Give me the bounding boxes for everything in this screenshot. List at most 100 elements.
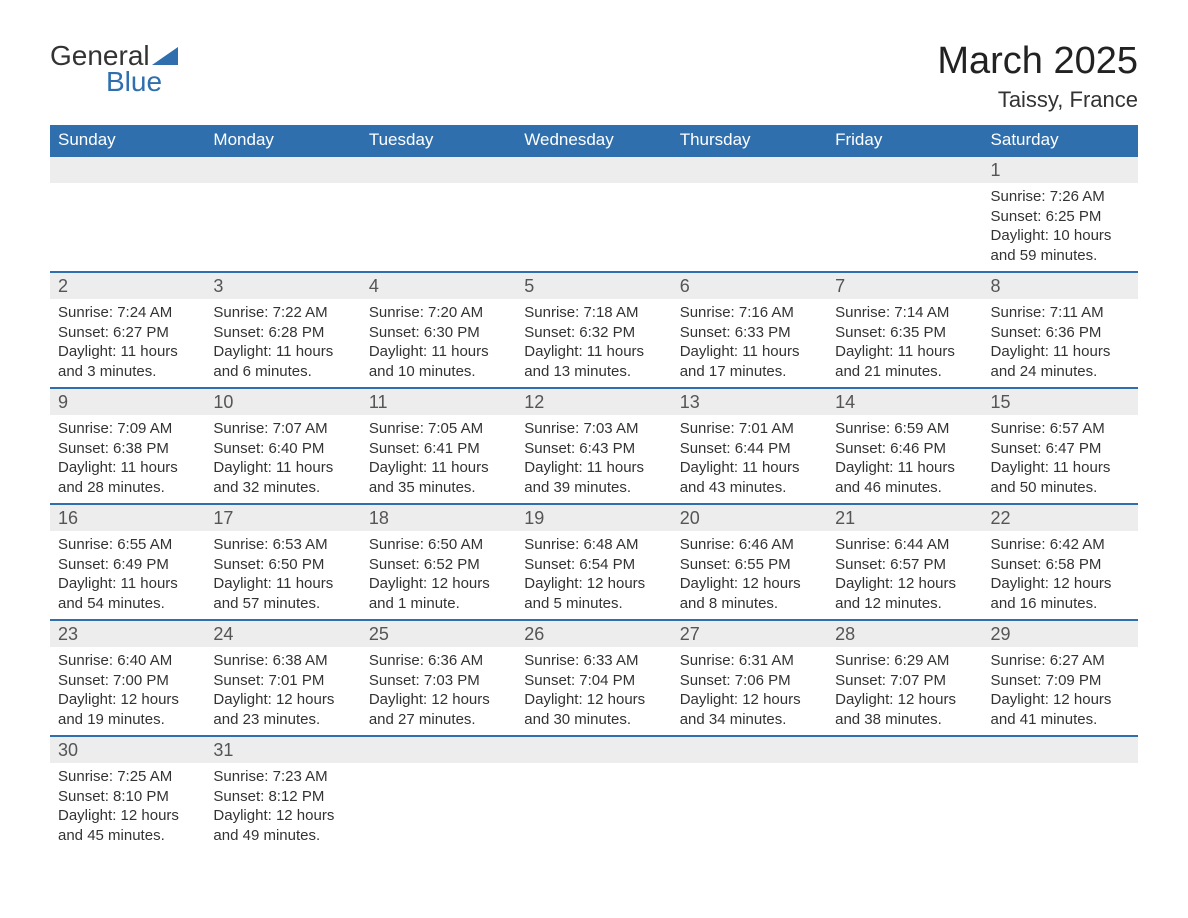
sunrise-text: Sunrise: 7:18 AM — [524, 303, 663, 323]
day2-text: and 57 minutes. — [213, 594, 352, 614]
day-number: 5 — [516, 272, 671, 299]
day-number: 12 — [516, 388, 671, 415]
day-cell: Sunrise: 7:26 AMSunset: 6:25 PMDaylight:… — [983, 183, 1138, 272]
sunrise-text: Sunrise: 6:48 AM — [524, 535, 663, 555]
day-number — [516, 156, 671, 183]
day1-text: Daylight: 11 hours — [991, 458, 1130, 478]
day2-text: and 24 minutes. — [991, 362, 1130, 382]
sunset-text: Sunset: 8:12 PM — [213, 787, 352, 807]
day1-text: Daylight: 12 hours — [835, 690, 974, 710]
sunrise-text: Sunrise: 6:42 AM — [991, 535, 1130, 555]
day-number — [205, 156, 360, 183]
sunset-text: Sunset: 7:06 PM — [680, 671, 819, 691]
col-wednesday: Wednesday — [516, 125, 671, 156]
day-number — [361, 156, 516, 183]
day-cell: Sunrise: 6:40 AMSunset: 7:00 PMDaylight:… — [50, 647, 205, 736]
day-cell: Sunrise: 6:31 AMSunset: 7:06 PMDaylight:… — [672, 647, 827, 736]
sunrise-text: Sunrise: 7:03 AM — [524, 419, 663, 439]
day-number: 7 — [827, 272, 982, 299]
day-number: 21 — [827, 504, 982, 531]
day2-text: and 19 minutes. — [58, 710, 197, 730]
sunset-text: Sunset: 6:27 PM — [58, 323, 197, 343]
day-cell: Sunrise: 6:48 AMSunset: 6:54 PMDaylight:… — [516, 531, 671, 620]
sunrise-text: Sunrise: 6:38 AM — [213, 651, 352, 671]
sunrise-text: Sunrise: 7:05 AM — [369, 419, 508, 439]
day-number-row: 23242526272829 — [50, 620, 1138, 647]
day-number: 22 — [983, 504, 1138, 531]
sunset-text: Sunset: 7:07 PM — [835, 671, 974, 691]
sunrise-text: Sunrise: 7:09 AM — [58, 419, 197, 439]
sunset-text: Sunset: 6:49 PM — [58, 555, 197, 575]
day-number: 23 — [50, 620, 205, 647]
day-cell: Sunrise: 6:36 AMSunset: 7:03 PMDaylight:… — [361, 647, 516, 736]
day1-text: Daylight: 11 hours — [524, 458, 663, 478]
day-cell: Sunrise: 7:24 AMSunset: 6:27 PMDaylight:… — [50, 299, 205, 388]
day-details-row: Sunrise: 7:09 AMSunset: 6:38 PMDaylight:… — [50, 415, 1138, 504]
day-cell: Sunrise: 6:29 AMSunset: 7:07 PMDaylight:… — [827, 647, 982, 736]
day1-text: Daylight: 12 hours — [524, 574, 663, 594]
day1-text: Daylight: 11 hours — [213, 574, 352, 594]
sunrise-text: Sunrise: 6:44 AM — [835, 535, 974, 555]
sunrise-text: Sunrise: 7:20 AM — [369, 303, 508, 323]
sunrise-text: Sunrise: 7:01 AM — [680, 419, 819, 439]
day-number — [827, 736, 982, 763]
sunrise-text: Sunrise: 7:26 AM — [991, 187, 1130, 207]
day2-text: and 28 minutes. — [58, 478, 197, 498]
day2-text: and 3 minutes. — [58, 362, 197, 382]
day1-text: Daylight: 12 hours — [524, 690, 663, 710]
day1-text: Daylight: 11 hours — [213, 458, 352, 478]
sunrise-text: Sunrise: 6:40 AM — [58, 651, 197, 671]
day-cell: Sunrise: 6:55 AMSunset: 6:49 PMDaylight:… — [50, 531, 205, 620]
day-number: 25 — [361, 620, 516, 647]
day-details-row: Sunrise: 6:55 AMSunset: 6:49 PMDaylight:… — [50, 531, 1138, 620]
day-number: 9 — [50, 388, 205, 415]
day-number: 27 — [672, 620, 827, 647]
day1-text: Daylight: 12 hours — [369, 690, 508, 710]
day-cell: Sunrise: 6:38 AMSunset: 7:01 PMDaylight:… — [205, 647, 360, 736]
sunrise-text: Sunrise: 7:24 AM — [58, 303, 197, 323]
day-number: 26 — [516, 620, 671, 647]
sunset-text: Sunset: 6:30 PM — [369, 323, 508, 343]
day2-text: and 6 minutes. — [213, 362, 352, 382]
day-number — [361, 736, 516, 763]
day1-text: Daylight: 11 hours — [369, 342, 508, 362]
sunset-text: Sunset: 6:54 PM — [524, 555, 663, 575]
day-cell — [672, 183, 827, 272]
day-cell: Sunrise: 6:59 AMSunset: 6:46 PMDaylight:… — [827, 415, 982, 504]
day-cell: Sunrise: 7:11 AMSunset: 6:36 PMDaylight:… — [983, 299, 1138, 388]
day-number — [672, 736, 827, 763]
day2-text: and 1 minute. — [369, 594, 508, 614]
day2-text: and 21 minutes. — [835, 362, 974, 382]
sunrise-text: Sunrise: 6:46 AM — [680, 535, 819, 555]
sunset-text: Sunset: 7:09 PM — [991, 671, 1130, 691]
sunset-text: Sunset: 6:55 PM — [680, 555, 819, 575]
sunrise-text: Sunrise: 6:53 AM — [213, 535, 352, 555]
sunset-text: Sunset: 6:47 PM — [991, 439, 1130, 459]
day-cell: Sunrise: 6:33 AMSunset: 7:04 PMDaylight:… — [516, 647, 671, 736]
day-cell: Sunrise: 7:09 AMSunset: 6:38 PMDaylight:… — [50, 415, 205, 504]
day1-text: Daylight: 10 hours — [991, 226, 1130, 246]
day1-text: Daylight: 12 hours — [58, 806, 197, 826]
day-number: 20 — [672, 504, 827, 531]
day-number: 13 — [672, 388, 827, 415]
sunrise-text: Sunrise: 6:36 AM — [369, 651, 508, 671]
day-number: 1 — [983, 156, 1138, 183]
sunset-text: Sunset: 6:40 PM — [213, 439, 352, 459]
day1-text: Daylight: 11 hours — [213, 342, 352, 362]
col-sunday: Sunday — [50, 125, 205, 156]
sunrise-text: Sunrise: 7:22 AM — [213, 303, 352, 323]
day-details-row: Sunrise: 7:25 AMSunset: 8:10 PMDaylight:… — [50, 763, 1138, 851]
day2-text: and 27 minutes. — [369, 710, 508, 730]
sunset-text: Sunset: 6:33 PM — [680, 323, 819, 343]
day-cell: Sunrise: 7:03 AMSunset: 6:43 PMDaylight:… — [516, 415, 671, 504]
sunset-text: Sunset: 7:04 PM — [524, 671, 663, 691]
day2-text: and 41 minutes. — [991, 710, 1130, 730]
day-cell: Sunrise: 6:42 AMSunset: 6:58 PMDaylight:… — [983, 531, 1138, 620]
day-number: 16 — [50, 504, 205, 531]
day-number-row: 2345678 — [50, 272, 1138, 299]
day2-text: and 35 minutes. — [369, 478, 508, 498]
day-cell: Sunrise: 7:20 AMSunset: 6:30 PMDaylight:… — [361, 299, 516, 388]
day-cell — [672, 763, 827, 851]
col-saturday: Saturday — [983, 125, 1138, 156]
day2-text: and 8 minutes. — [680, 594, 819, 614]
